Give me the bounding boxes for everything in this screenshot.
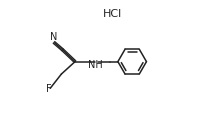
Text: N: N [49, 32, 57, 42]
Text: HCl: HCl [103, 9, 122, 19]
Text: F: F [45, 84, 51, 94]
Text: NH: NH [88, 60, 102, 70]
